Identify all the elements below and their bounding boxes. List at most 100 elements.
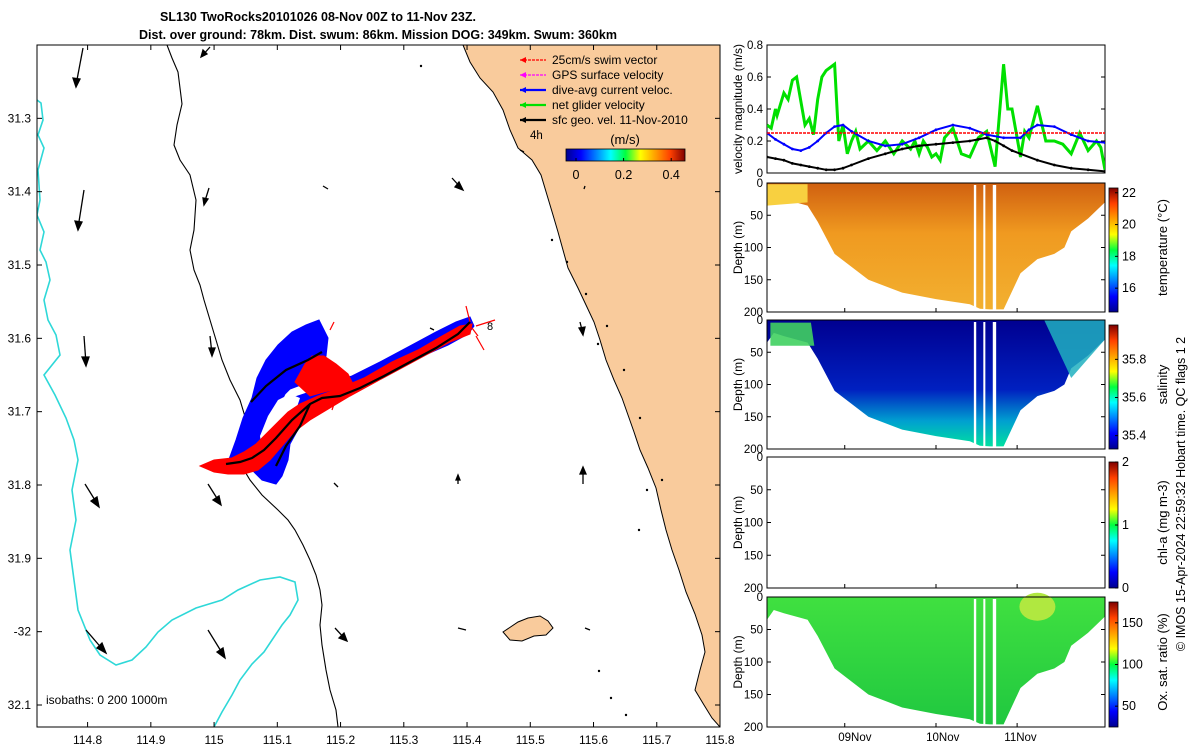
colorbar-tick-label: 150 xyxy=(1122,616,1143,630)
depth-tick-label: 50 xyxy=(750,210,763,222)
data-point xyxy=(951,141,955,145)
y-tick-label: 0.8 xyxy=(747,40,763,52)
lat-tick-label: 31.3 xyxy=(8,111,32,125)
depth-tick-label: 0 xyxy=(757,178,763,190)
data-point xyxy=(985,133,989,137)
colorbar-tick-label: 0.4 xyxy=(663,168,680,182)
lon-tick-label: 115.4 xyxy=(452,733,481,747)
data-point xyxy=(1002,144,1005,148)
oxygen-high-patch xyxy=(1019,592,1056,621)
depth-tick-label: 0 xyxy=(757,452,763,464)
depth-tick-label: 150 xyxy=(744,275,763,287)
speed-colorbar: (m/s) 0 0.2 0.4 xyxy=(565,132,686,182)
colorbar xyxy=(1108,187,1119,313)
date-tick-label: 09Nov xyxy=(838,732,871,744)
depth-axis-label: Depth (m) xyxy=(731,221,745,274)
sfc-geo-velocity-arrows xyxy=(72,46,591,660)
colorbar-tick-label: 35.4 xyxy=(1122,429,1146,443)
depth-tick-label: 0 xyxy=(757,315,763,327)
velocity-ylabel: velocity magnitude (m/s) xyxy=(731,44,745,174)
legend-item: dive-avg current veloc. xyxy=(520,83,673,97)
isobaths-label: isobaths: 0 200 1000m xyxy=(46,693,167,707)
depth-tick-label: 200 xyxy=(744,722,763,734)
lat-tick-label: 31.5 xyxy=(8,258,32,272)
colorbar-label: salinity xyxy=(1155,364,1170,404)
data-point xyxy=(1086,139,1090,143)
data-point xyxy=(782,142,786,146)
section-data-area xyxy=(767,597,1105,725)
y-tick-label: 0 xyxy=(757,168,763,180)
depth-tick-label: 100 xyxy=(744,243,763,255)
section-data-area xyxy=(767,320,1105,447)
data-point xyxy=(1036,123,1039,127)
data-point xyxy=(934,128,938,132)
data-point xyxy=(1103,170,1105,173)
data-point xyxy=(799,163,803,167)
data-gap xyxy=(973,599,977,727)
colorbar-label: temperature (°C) xyxy=(1155,199,1170,296)
depth-tick-label: 50 xyxy=(750,347,763,359)
lon-tick-label: 115.8 xyxy=(705,733,734,747)
colorbar-tick-label: 35.8 xyxy=(1122,352,1146,366)
data-point xyxy=(883,144,887,148)
data-point xyxy=(1069,166,1073,170)
data-point xyxy=(807,146,811,149)
swim-vector-ticks xyxy=(329,305,496,411)
lon-tick-label: 114.9 xyxy=(136,733,165,747)
depth-tick-label: 100 xyxy=(744,380,763,392)
data-point xyxy=(1019,136,1022,140)
data-point xyxy=(774,157,777,161)
lon-tick-label: 114.8 xyxy=(73,733,102,747)
data-point xyxy=(883,152,887,156)
colorbar-tick-label: 2 xyxy=(1122,455,1129,469)
colorbar-tick-label: 100 xyxy=(1122,658,1143,672)
data-point xyxy=(900,142,904,146)
colorbar-label: Ox. sat. ratio (%) xyxy=(1155,613,1170,711)
lat-tick-label: 31.9 xyxy=(8,551,32,565)
data-point xyxy=(993,139,997,143)
data-point xyxy=(1052,163,1056,167)
data-point xyxy=(968,139,972,143)
depth-axis-label: Depth (m) xyxy=(731,496,745,549)
data-gap xyxy=(992,599,997,727)
depth-tick-label: 0 xyxy=(757,592,763,604)
data-point xyxy=(951,123,955,127)
colorbar-tick-label: 1 xyxy=(1122,518,1129,532)
section-panel-temperature: 0 50 100 150 200 Depth (m) 22 20 18 16 temperature… xyxy=(731,178,1170,319)
end-marker-label: 8 xyxy=(487,321,493,333)
isobath-0m xyxy=(166,45,339,727)
land-mass xyxy=(462,45,720,727)
data-point xyxy=(1103,141,1105,144)
data-point xyxy=(774,138,777,141)
data-point xyxy=(917,136,921,140)
section-panel-chla: 0 50 100 150 200 Depth (m) 2 1 0 chl-a (mg m-3) xyxy=(731,452,1170,595)
data-gap xyxy=(973,185,977,312)
time-marker-label: 4h xyxy=(530,130,543,142)
lat-tick-label: -32 xyxy=(14,625,32,639)
data-point xyxy=(850,163,853,167)
data-point xyxy=(934,142,938,146)
colorbar-label: chl-a (mg m-3) xyxy=(1155,480,1170,565)
legend-label: GPS surface velocity xyxy=(552,68,663,82)
y-tick-label: 0.4 xyxy=(747,104,764,116)
legend-item: 25cm/s swim vector xyxy=(520,53,657,67)
data-point xyxy=(824,168,828,172)
depth-tick-label: 150 xyxy=(744,412,763,424)
data-point xyxy=(867,157,870,161)
legend-label: net glider velocity xyxy=(552,98,645,112)
depth-tick-label: 50 xyxy=(750,625,763,637)
lon-tick-label: 115.1 xyxy=(263,733,292,747)
lon-tick-label: 115.2 xyxy=(326,733,355,747)
colorbar-tick-label: 35.6 xyxy=(1122,390,1146,404)
data-gap xyxy=(983,322,986,449)
net-glider-track xyxy=(225,321,471,467)
lat-tick-label: 31.8 xyxy=(8,478,32,492)
date-tick-label: 11Nov xyxy=(1004,732,1037,744)
data-point xyxy=(1036,158,1039,162)
legend-item: net glider velocity xyxy=(520,98,645,112)
data-point xyxy=(790,162,794,165)
nearshore-salinity-patch xyxy=(1044,320,1105,379)
